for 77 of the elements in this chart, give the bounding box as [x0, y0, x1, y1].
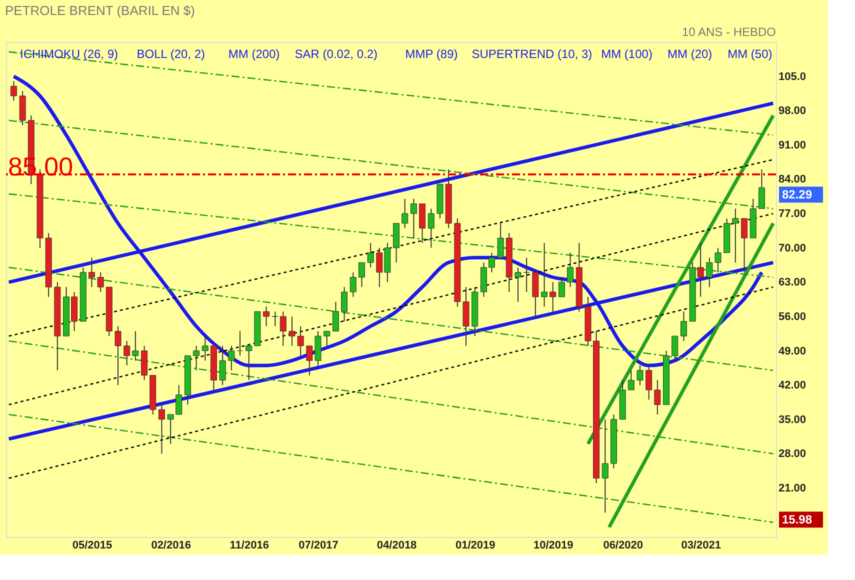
text: 15.98 — [782, 512, 812, 527]
candlestick — [114, 326, 122, 386]
y-tick-label: 98.00 — [778, 105, 806, 118]
candlestick — [550, 282, 556, 312]
candlestick — [402, 198, 408, 229]
y-tick-label: 105.0 — [778, 70, 806, 83]
x-tick-label: 04/2018 — [376, 540, 417, 552]
chart-title: PETROLE BRENT (BARIL EN $) — [5, 3, 195, 18]
candlestick — [758, 168, 765, 210]
candlestick — [10, 80, 17, 102]
candlestick — [219, 345, 226, 386]
annotation: MM (200) — [228, 47, 280, 61]
annotation: MM (100) — [601, 47, 652, 61]
x-tick-label: 03/2021 — [681, 540, 721, 552]
candlestick — [341, 286, 348, 322]
candlestick — [523, 257, 530, 292]
candlestick — [124, 340, 130, 366]
candlestick — [246, 345, 252, 381]
candlestick — [236, 330, 244, 356]
candlestick — [358, 262, 365, 288]
candlestick — [672, 336, 678, 362]
x-tick-label: 11/2016 — [230, 540, 269, 552]
y-tick-label: 70.00 — [778, 242, 806, 254]
candlestick — [654, 380, 661, 415]
candlestick — [324, 330, 330, 346]
annotation: MMP (89) — [405, 47, 458, 61]
candlestick — [602, 418, 608, 514]
candlestick — [350, 272, 356, 298]
candlestick — [228, 345, 235, 371]
candlestick — [741, 218, 748, 273]
candlestick — [193, 345, 200, 371]
x-tick-label: 10/2019 — [533, 540, 574, 552]
x-tick-label: 06/2020 — [603, 540, 643, 552]
annotation: BOLL (20, 2) — [136, 47, 206, 61]
candlestick — [646, 364, 652, 400]
candlestick — [497, 222, 504, 258]
annotation: ICHIMOKU (26, 9) — [20, 47, 118, 61]
y-tick-label: 77.00 — [778, 208, 806, 220]
candlestick — [88, 257, 95, 288]
candlestick — [567, 252, 574, 288]
candlestick — [428, 208, 434, 248]
x-tick-label: 07/2017 — [298, 540, 338, 552]
x-tick-label: 01/2019 — [455, 540, 496, 552]
annotation: MM (50) — [728, 47, 772, 61]
x-tick-label: 05/2015 — [72, 540, 112, 552]
y-tick-label: 56.00 — [778, 310, 806, 323]
candlestick — [202, 336, 208, 362]
y-tick-label: 28.00 — [778, 448, 806, 460]
candlestick — [541, 242, 548, 308]
candlestick — [636, 364, 644, 386]
y-tick-label: 49.00 — [778, 345, 806, 358]
y-tick-label: 63.00 — [778, 276, 806, 289]
y-tick-label: 84.00 — [778, 174, 806, 186]
y-tick-label: 42.00 — [778, 380, 806, 392]
candlestick — [332, 301, 339, 332]
candlestick — [132, 330, 139, 362]
x-tick-label: 02/2016 — [151, 540, 191, 552]
candlestick — [367, 242, 374, 268]
candlestick — [272, 311, 278, 327]
annotation: MM (20) — [668, 47, 712, 61]
annotation: SAR (0.02, 0.2) — [294, 47, 378, 61]
y-tick-label: 35.00 — [778, 414, 806, 426]
annotation: SUPERTREND (10, 3) — [472, 47, 592, 61]
candlestick — [410, 198, 417, 239]
text: 82.29 — [782, 188, 812, 202]
y-tick-label: 91.00 — [778, 139, 806, 152]
candlestick — [680, 311, 687, 342]
candlestick — [628, 370, 634, 390]
text: 10 ANS - HEBDO — [682, 25, 776, 39]
candlestick — [732, 208, 739, 264]
candlestick — [158, 404, 165, 454]
candlestick — [263, 306, 270, 327]
candlestick — [280, 311, 286, 346]
y-tick-label: 21.00 — [778, 482, 806, 494]
candlestick — [97, 272, 104, 292]
candlestick — [558, 276, 565, 298]
candlestick — [514, 266, 522, 302]
